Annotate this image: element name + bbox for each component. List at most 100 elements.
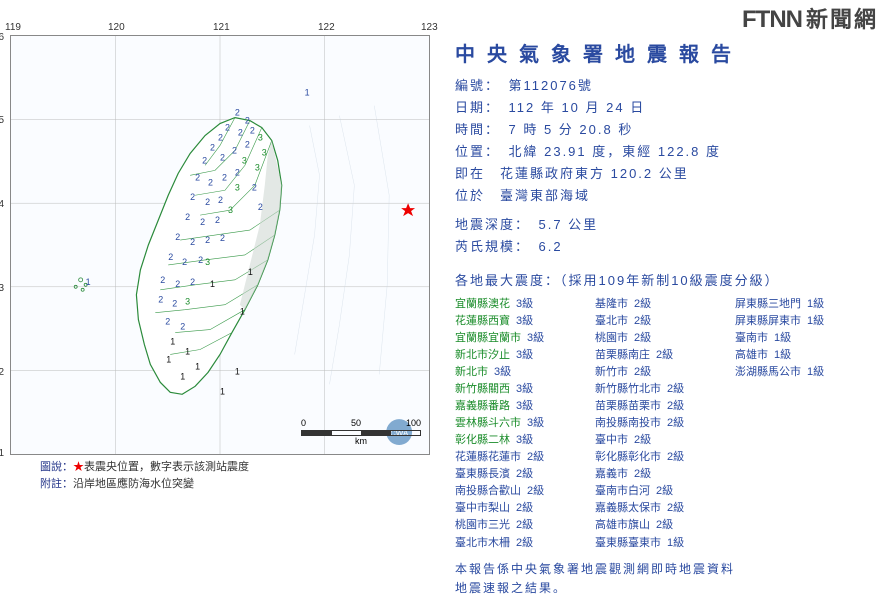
site-logo: FTNN新聞網 — [742, 2, 878, 34]
lat-tick: 23 — [0, 283, 4, 294]
intensity-cell: 苗栗縣南庄2級 — [595, 347, 731, 364]
scale-label: 0 — [301, 418, 306, 428]
info-panel: 中央氣象署地震報告 編號： 第112076號 日期： 112 年 10 月 24… — [450, 30, 886, 508]
svg-text:2: 2 — [195, 172, 200, 182]
svg-text:2: 2 — [185, 212, 190, 222]
intensity-cell: 桃園市三光2級 — [455, 517, 591, 534]
svg-text:2: 2 — [160, 275, 165, 285]
intensity-cell — [735, 432, 871, 449]
intensity-cell: 新竹縣關西3級 — [455, 381, 591, 398]
logo-en: FTNN — [742, 6, 802, 33]
intensity-header: 各地最大震度：（採用109年新制10級震度分級） — [455, 270, 871, 292]
intensity-cell — [735, 398, 871, 415]
svg-text:2: 2 — [190, 277, 195, 287]
svg-text:2: 2 — [250, 126, 255, 136]
intensity-cell: 臺南市1級 — [735, 330, 871, 347]
svg-text:3: 3 — [255, 162, 260, 172]
svg-text:2: 2 — [198, 255, 203, 265]
meta-line: 編號： 第112076號 — [455, 75, 871, 97]
map-legend: 圖說：★表震央位置，數字表示該測站震度 附註：沿岸地區應防海水位突變 — [10, 459, 440, 492]
report-title: 中央氣象署地震報告 — [455, 38, 871, 67]
map-panel: 222222 22222 2222 222 222 2222 222 222 2… — [0, 30, 450, 508]
svg-text:2: 2 — [208, 177, 213, 187]
lat-tick: 21 — [0, 448, 4, 459]
svg-text:2: 2 — [180, 322, 185, 332]
meta-line: 位置： 北緯 23.91 度，東經 122.8 度 — [455, 141, 871, 163]
taiwan-map: 222222 22222 2222 222 222 2222 222 222 2… — [11, 36, 429, 454]
svg-text:2: 2 — [190, 192, 195, 202]
scale-bar: 0 50 100 km — [301, 418, 421, 446]
intensity-cell: 新竹縣竹北市2級 — [595, 381, 731, 398]
svg-text:2: 2 — [205, 235, 210, 245]
svg-text:2: 2 — [190, 237, 195, 247]
svg-text:2: 2 — [218, 133, 223, 143]
intensity-cell: 臺中市2級 — [595, 432, 731, 449]
intensity-cell — [735, 381, 871, 398]
svg-text:3: 3 — [228, 205, 233, 215]
svg-text:3: 3 — [258, 133, 263, 143]
svg-text:2: 2 — [218, 195, 223, 205]
intensity-cell — [735, 466, 871, 483]
intensity-cell: 新北市汐止3級 — [455, 347, 591, 364]
svg-text:1: 1 — [220, 386, 225, 396]
meta-line: 即在 花蓮縣政府東方 120.2 公里 — [455, 163, 871, 185]
svg-text:2: 2 — [165, 317, 170, 327]
logo-cn: 新聞網 — [806, 7, 878, 32]
svg-text:1: 1 — [86, 277, 91, 287]
lat-tick: 22 — [0, 367, 4, 378]
svg-text:1: 1 — [166, 354, 171, 364]
scale-unit: km — [301, 436, 421, 446]
svg-text:2: 2 — [222, 172, 227, 182]
svg-text:1: 1 — [210, 279, 215, 289]
intensity-cell: 花蓮縣花蓮市2級 — [455, 449, 591, 466]
svg-text:1: 1 — [170, 337, 175, 347]
intensity-cell: 宜蘭縣宜蘭市3級 — [455, 330, 591, 347]
svg-text:2: 2 — [210, 142, 215, 152]
intensity-cell: 彰化縣二林3級 — [455, 432, 591, 449]
svg-text:1: 1 — [235, 366, 240, 376]
intensity-cell: 臺北市2級 — [595, 313, 731, 330]
star-icon: ★ — [73, 461, 84, 473]
intensity-cell: 臺中市梨山2級 — [455, 500, 591, 517]
scale-label: 100 — [406, 418, 421, 428]
intensity-cell: 桃園市2級 — [595, 330, 731, 347]
svg-text:2: 2 — [168, 252, 173, 262]
lat-tick: 25 — [0, 115, 4, 126]
meta-line: 時間： 7 時 5 分 20.8 秒 — [455, 119, 871, 141]
legend-label: 圖說： — [40, 461, 73, 473]
lat-tick: 24 — [0, 199, 4, 210]
svg-text:2: 2 — [172, 299, 177, 309]
svg-text:2: 2 — [245, 116, 250, 126]
intensity-cell: 新北市3級 — [455, 364, 591, 381]
svg-text:2: 2 — [202, 155, 207, 165]
meta-line: 日期： 112 年 10 月 24 日 — [455, 97, 871, 119]
intensity-cell: 高雄市1級 — [735, 347, 871, 364]
intensity-cell — [735, 517, 871, 534]
svg-text:2: 2 — [232, 145, 237, 155]
svg-text:2: 2 — [220, 233, 225, 243]
lon-tick: 123 — [421, 22, 438, 33]
intensity-cell: 新竹市2級 — [595, 364, 731, 381]
legend-label: 附註： — [40, 478, 73, 490]
report-container: 222222 22222 2222 222 222 2222 222 222 2… — [0, 0, 886, 508]
scale-label: 50 — [351, 418, 361, 428]
intensity-grid: 宜蘭縣澳花3級基隆市2級屏東縣三地門1級花蓮縣西寶3級臺北市2級屏東縣屏東市1級… — [455, 296, 871, 552]
svg-text:1: 1 — [180, 371, 185, 381]
svg-text:2: 2 — [175, 279, 180, 289]
intensity-cell: 臺東縣臺東市1級 — [595, 535, 731, 552]
svg-text:3: 3 — [235, 182, 240, 192]
intensity-cell — [735, 449, 871, 466]
svg-text:2: 2 — [200, 217, 205, 227]
svg-text:2: 2 — [258, 202, 263, 212]
lon-tick: 119 — [5, 22, 21, 33]
depth-line: 地震深度： 5.7 公里 — [455, 214, 871, 236]
intensity-cell: 南投縣南投市2級 — [595, 415, 731, 432]
intensity-cell — [735, 500, 871, 517]
legend-text: 表震央位置，數字表示該測站震度 — [84, 461, 249, 473]
svg-text:2: 2 — [225, 123, 230, 133]
svg-text:2: 2 — [238, 128, 243, 138]
svg-text:2: 2 — [158, 295, 163, 305]
svg-text:3: 3 — [205, 257, 210, 267]
svg-text:2: 2 — [252, 182, 257, 192]
intensity-cell: 嘉義市2級 — [595, 466, 731, 483]
